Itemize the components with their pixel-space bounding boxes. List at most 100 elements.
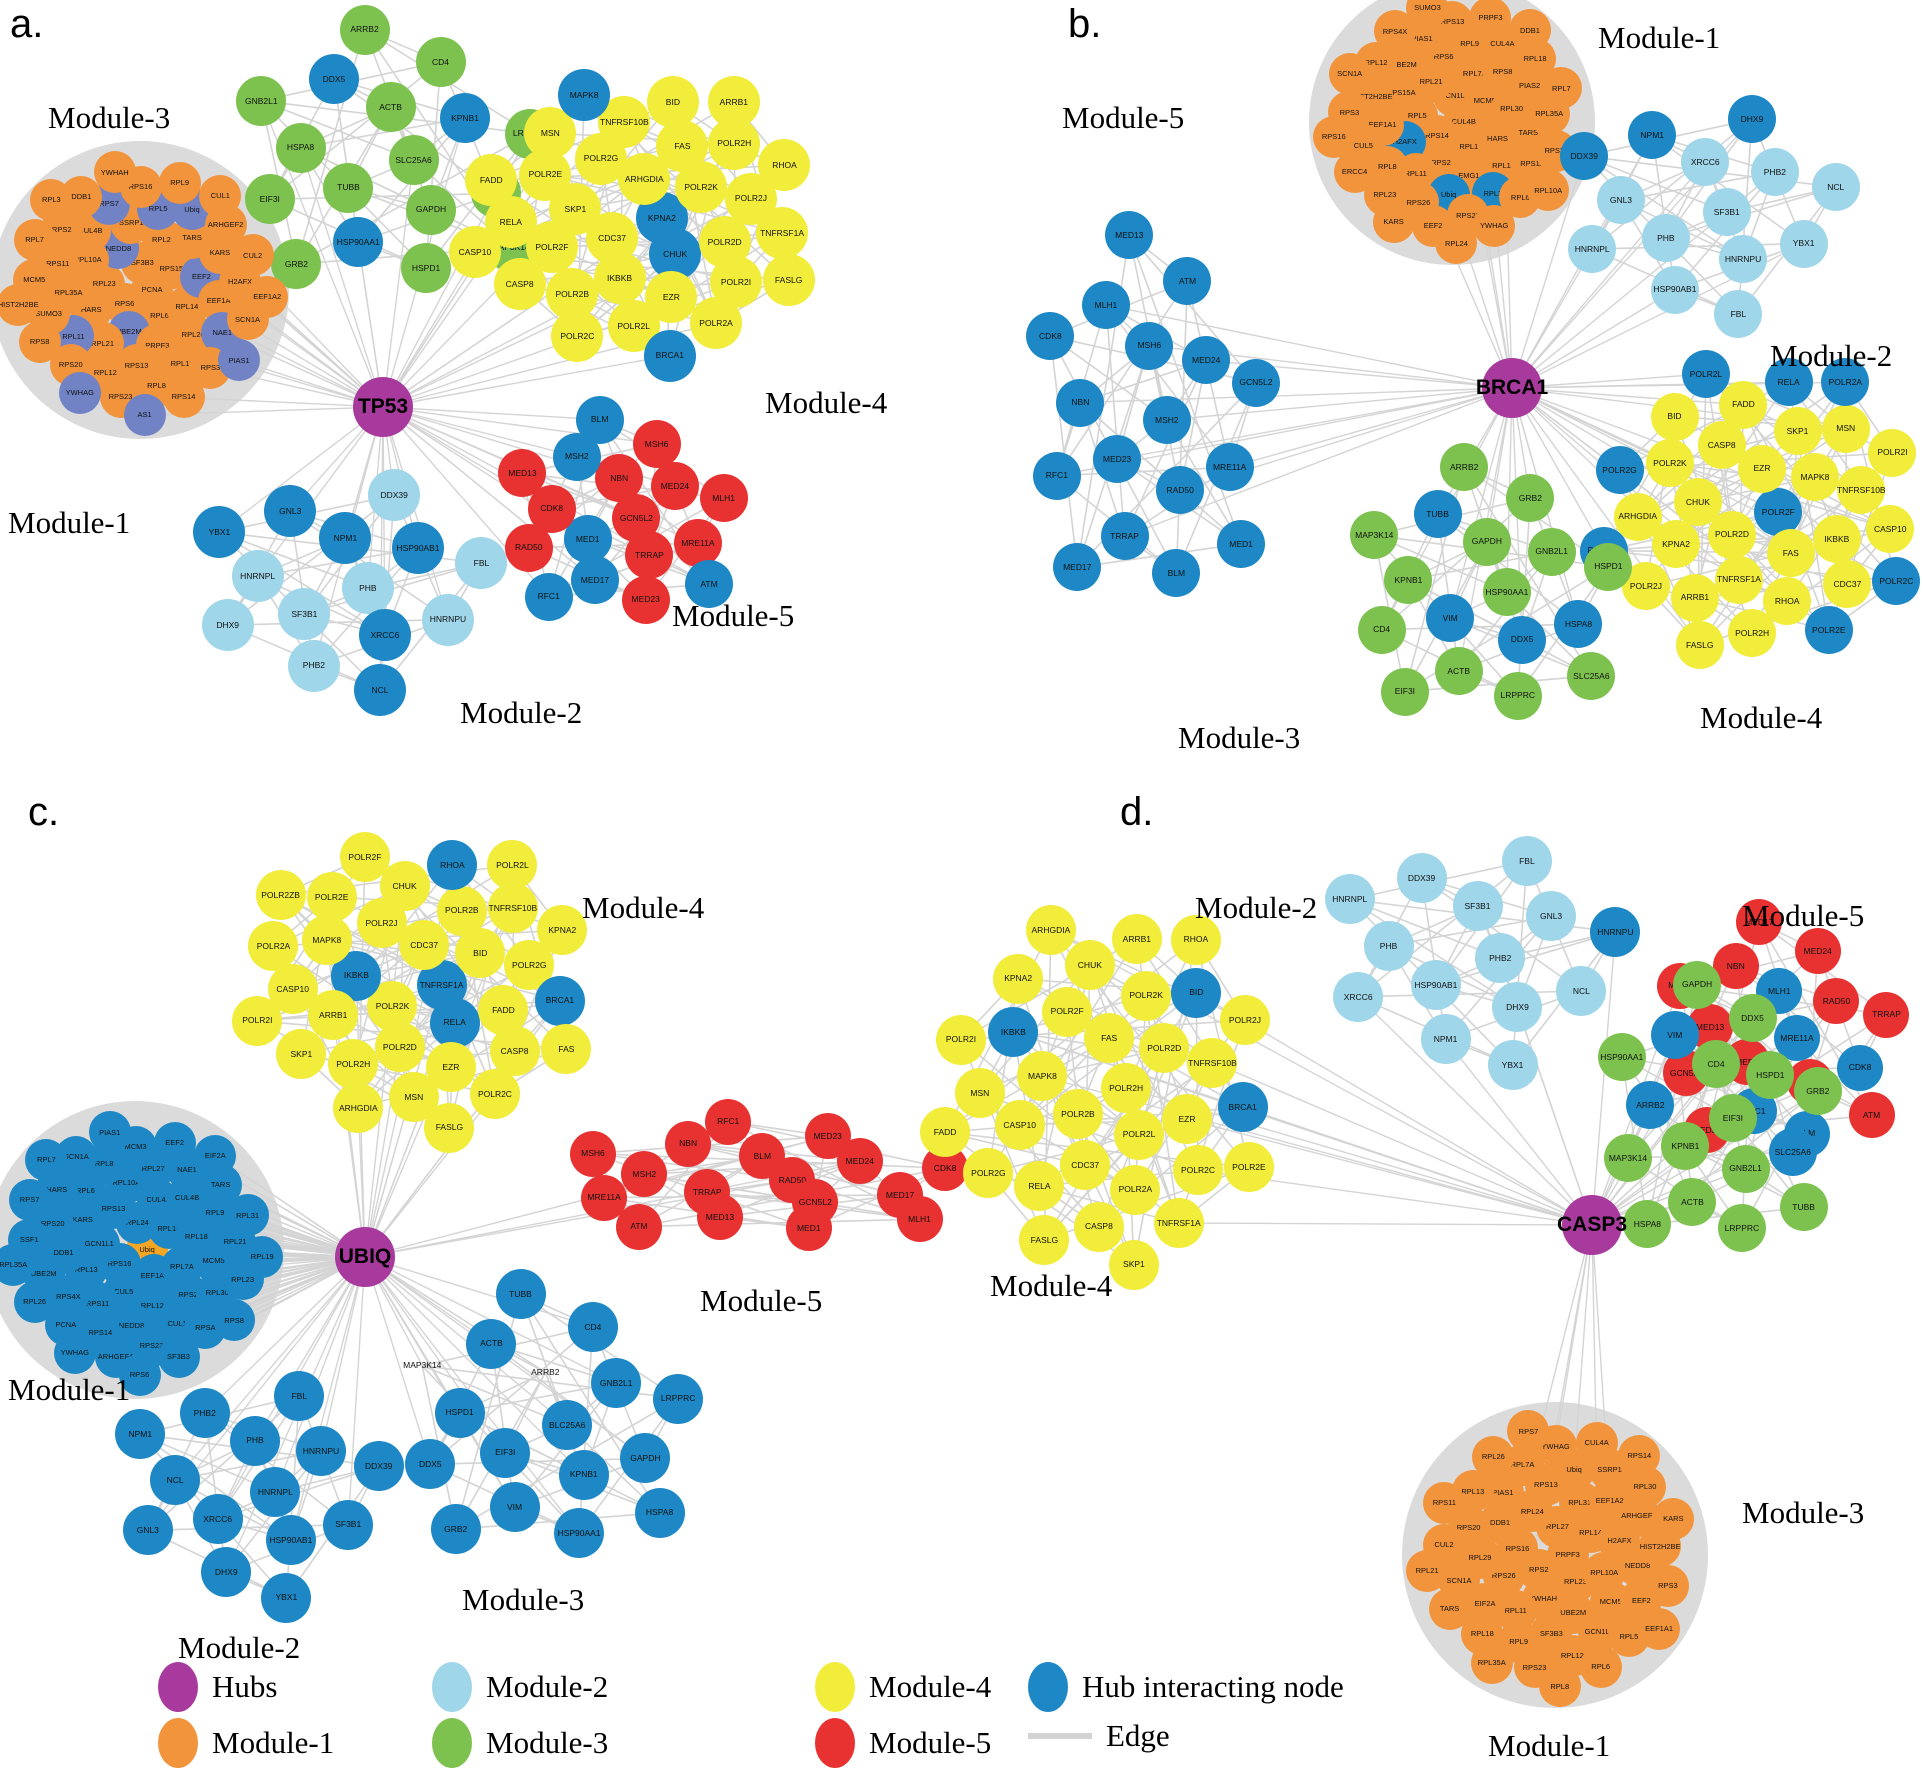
node-RPL26: RPL26 (1472, 1436, 1515, 1479)
node-HIST2H2BE: HIST2H2BE (0, 284, 40, 327)
legend-label: Module-1 (212, 1725, 335, 1760)
node-POLR2G: POLR2G (963, 1148, 1014, 1199)
node-MED24: MED24 (1794, 928, 1841, 975)
module-label-Module-2: Module-2 (1195, 890, 1318, 925)
node-PIAS1: PIAS1 (218, 339, 261, 382)
node-CASP8: CASP8 (1073, 1201, 1124, 1252)
node-BLM: BLM (739, 1133, 786, 1180)
node-RPL21: RPL21 (1406, 1549, 1449, 1592)
node-GNL3: GNL3 (122, 1505, 173, 1556)
module-label-Module-5: Module-5 (1742, 898, 1865, 933)
node-HSPD1: HSPD1 (401, 243, 452, 294)
node-HSPA8: HSPA8 (1554, 600, 1603, 649)
node-XRCC6: XRCC6 (192, 1493, 243, 1544)
node-FBL: FBL (1714, 290, 1763, 339)
node-CDC37: CDC37 (1060, 1140, 1111, 1191)
node-MRE11A: MRE11A (1773, 1015, 1820, 1061)
node-MAPK8: MAPK8 (558, 69, 611, 122)
node-POLR2C: POLR2C (551, 310, 604, 363)
node-HNRNPL: HNRNPL (250, 1467, 301, 1517)
node-POLR2C: POLR2C (1172, 1145, 1223, 1196)
node-RPL31: RPL31 (226, 1194, 269, 1237)
node-MED13: MED13 (1105, 211, 1154, 260)
node-BRCA1: BRCA1 (1217, 1082, 1268, 1133)
node-YBX1: YBX1 (193, 506, 246, 559)
node-CDK8: CDK8 (1026, 312, 1075, 361)
node-MED23: MED23 (621, 575, 670, 624)
node-MED17: MED17 (570, 556, 619, 605)
node-MSH6: MSH6 (1125, 321, 1174, 370)
node-SKP1: SKP1 (1773, 407, 1822, 456)
node-GNB2L1: GNB2L1 (1527, 527, 1576, 576)
node-AS1: AS1 (123, 394, 166, 437)
node-BRCA1: BRCA1 (534, 975, 585, 1026)
node-NBN: NBN (1056, 378, 1105, 427)
hub-node-TP53: TP53 (353, 377, 413, 437)
node-POLR2H: POLR2H (328, 1039, 379, 1090)
node-MED13: MED13 (696, 1193, 743, 1240)
node-KPNA2: KPNA2 (1652, 520, 1700, 569)
node-NCL: NCL (1811, 163, 1860, 212)
node-BLM: BLM (575, 395, 624, 444)
node-MED13: MED13 (498, 449, 547, 498)
node-POLR2A: POLR2A (1821, 358, 1870, 407)
legend-swatch-m3 (432, 1718, 472, 1768)
node-MED1: MED1 (563, 514, 612, 563)
node-POLR2A: POLR2A (690, 297, 743, 350)
node-ARRB2: ARRB2 (1626, 1081, 1675, 1130)
node-PHB2: PHB2 (287, 639, 340, 692)
node-DDX39: DDX39 (353, 1441, 404, 1492)
node-EIF3I: EIF3I (244, 174, 295, 225)
node-EEF1A1: EEF1A1 (1638, 1607, 1681, 1650)
node-HSP90AB1: HSP90AB1 (392, 522, 444, 575)
node-FAS: FAS (1766, 528, 1815, 577)
edge-line-swatch (1028, 1733, 1092, 1739)
node-IKBKB: IKBKB (1812, 515, 1861, 564)
node-POLR2F: POLR2F (339, 832, 390, 883)
node-ACTB: ACTB (466, 1318, 517, 1369)
node-ARHGDIA: ARHGDIA (1613, 492, 1662, 541)
node-FASLG: FASLG (762, 253, 815, 306)
node-MRE11A: MRE11A (673, 519, 722, 568)
node-CASP10: CASP10 (994, 1099, 1045, 1150)
node-POLR2F: POLR2F (1754, 488, 1803, 536)
node-MAP3K14: MAP3K14 (1350, 511, 1399, 560)
node-HSPD1: HSPD1 (434, 1387, 485, 1438)
node-POLR2E: POLR2E (306, 871, 357, 922)
node-ARRB1: ARRB1 (707, 76, 760, 129)
node-HNRNPL: HNRNPL (1324, 874, 1375, 925)
node-SF3B1: SF3B1 (1452, 881, 1503, 931)
node-GNL3: GNL3 (1526, 891, 1577, 942)
node-POLR2D: POLR2D (374, 1022, 425, 1073)
node-FBL: FBL (1501, 836, 1552, 887)
node-RPS14: RPS14 (1618, 1434, 1661, 1477)
node-GNL3: GNL3 (1596, 176, 1645, 225)
node-CASP8: CASP8 (1697, 421, 1746, 470)
node-GAPDH: GAPDH (1462, 517, 1511, 566)
node-SLC25A6: SLC25A6 (1768, 1128, 1817, 1177)
node-CASP8: CASP8 (489, 1026, 540, 1077)
node-NCL: NCL (150, 1454, 201, 1505)
node-SLC25A6: SLC25A6 (1567, 651, 1616, 700)
node-RHOA: RHOA (427, 839, 478, 890)
node-PHB: PHB (1641, 214, 1690, 263)
node-SKP1: SKP1 (276, 1028, 327, 1079)
node-RHOA: RHOA (758, 139, 811, 192)
node-BLM: BLM (1152, 549, 1201, 598)
node-POLR2A: POLR2A (1110, 1164, 1161, 1215)
node-RPL7: RPL7 (1540, 67, 1583, 110)
node-MSH6: MSH6 (569, 1130, 616, 1177)
node-MSH6: MSH6 (632, 419, 681, 468)
node-SF3B1: SF3B1 (278, 588, 331, 641)
node-CDC37: CDC37 (1823, 559, 1872, 608)
node-XRCC6: XRCC6 (1333, 971, 1384, 1022)
node-NPM1: NPM1 (115, 1409, 166, 1460)
node-DDX39: DDX39 (1396, 852, 1447, 903)
node-POLR2J: POLR2J (1219, 995, 1270, 1046)
node-CD4: CD4 (567, 1301, 618, 1352)
node-RAD50: RAD50 (1813, 977, 1860, 1024)
node-ARRB1: ARRB1 (308, 989, 359, 1040)
node-SLC25A6: SLC25A6 (388, 135, 439, 185)
node-YWHAH: YWHAH (93, 151, 136, 194)
